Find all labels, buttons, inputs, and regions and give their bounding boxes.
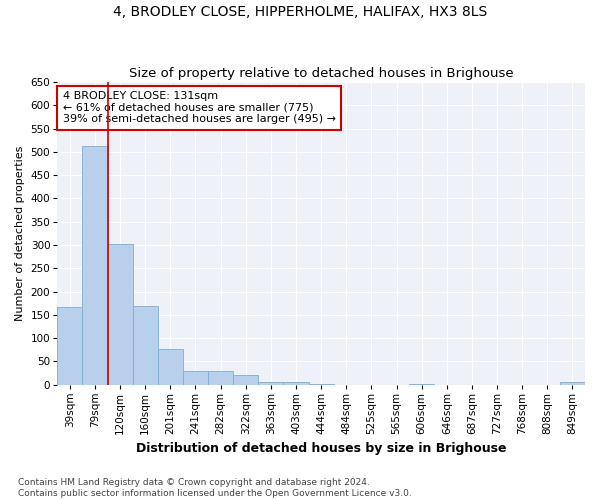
Text: Contains HM Land Registry data © Crown copyright and database right 2024.
Contai: Contains HM Land Registry data © Crown c…: [18, 478, 412, 498]
Title: Size of property relative to detached houses in Brighouse: Size of property relative to detached ho…: [129, 66, 514, 80]
Bar: [82, 146, 107, 384]
Bar: [283, 382, 308, 384]
Text: 4 BRODLEY CLOSE: 131sqm
← 61% of detached houses are smaller (775)
39% of semi-d: 4 BRODLEY CLOSE: 131sqm ← 61% of detache…: [62, 91, 335, 124]
Bar: [133, 306, 158, 384]
Y-axis label: Number of detached properties: Number of detached properties: [15, 146, 25, 321]
Bar: [560, 382, 585, 384]
Bar: [258, 382, 283, 384]
Bar: [107, 244, 133, 384]
Bar: [208, 370, 233, 384]
Bar: [183, 370, 208, 384]
Bar: [57, 307, 82, 384]
Text: 4, BRODLEY CLOSE, HIPPERHOLME, HALIFAX, HX3 8LS: 4, BRODLEY CLOSE, HIPPERHOLME, HALIFAX, …: [113, 5, 487, 19]
Bar: [233, 376, 258, 384]
Bar: [158, 349, 183, 384]
X-axis label: Distribution of detached houses by size in Brighouse: Distribution of detached houses by size …: [136, 442, 506, 455]
